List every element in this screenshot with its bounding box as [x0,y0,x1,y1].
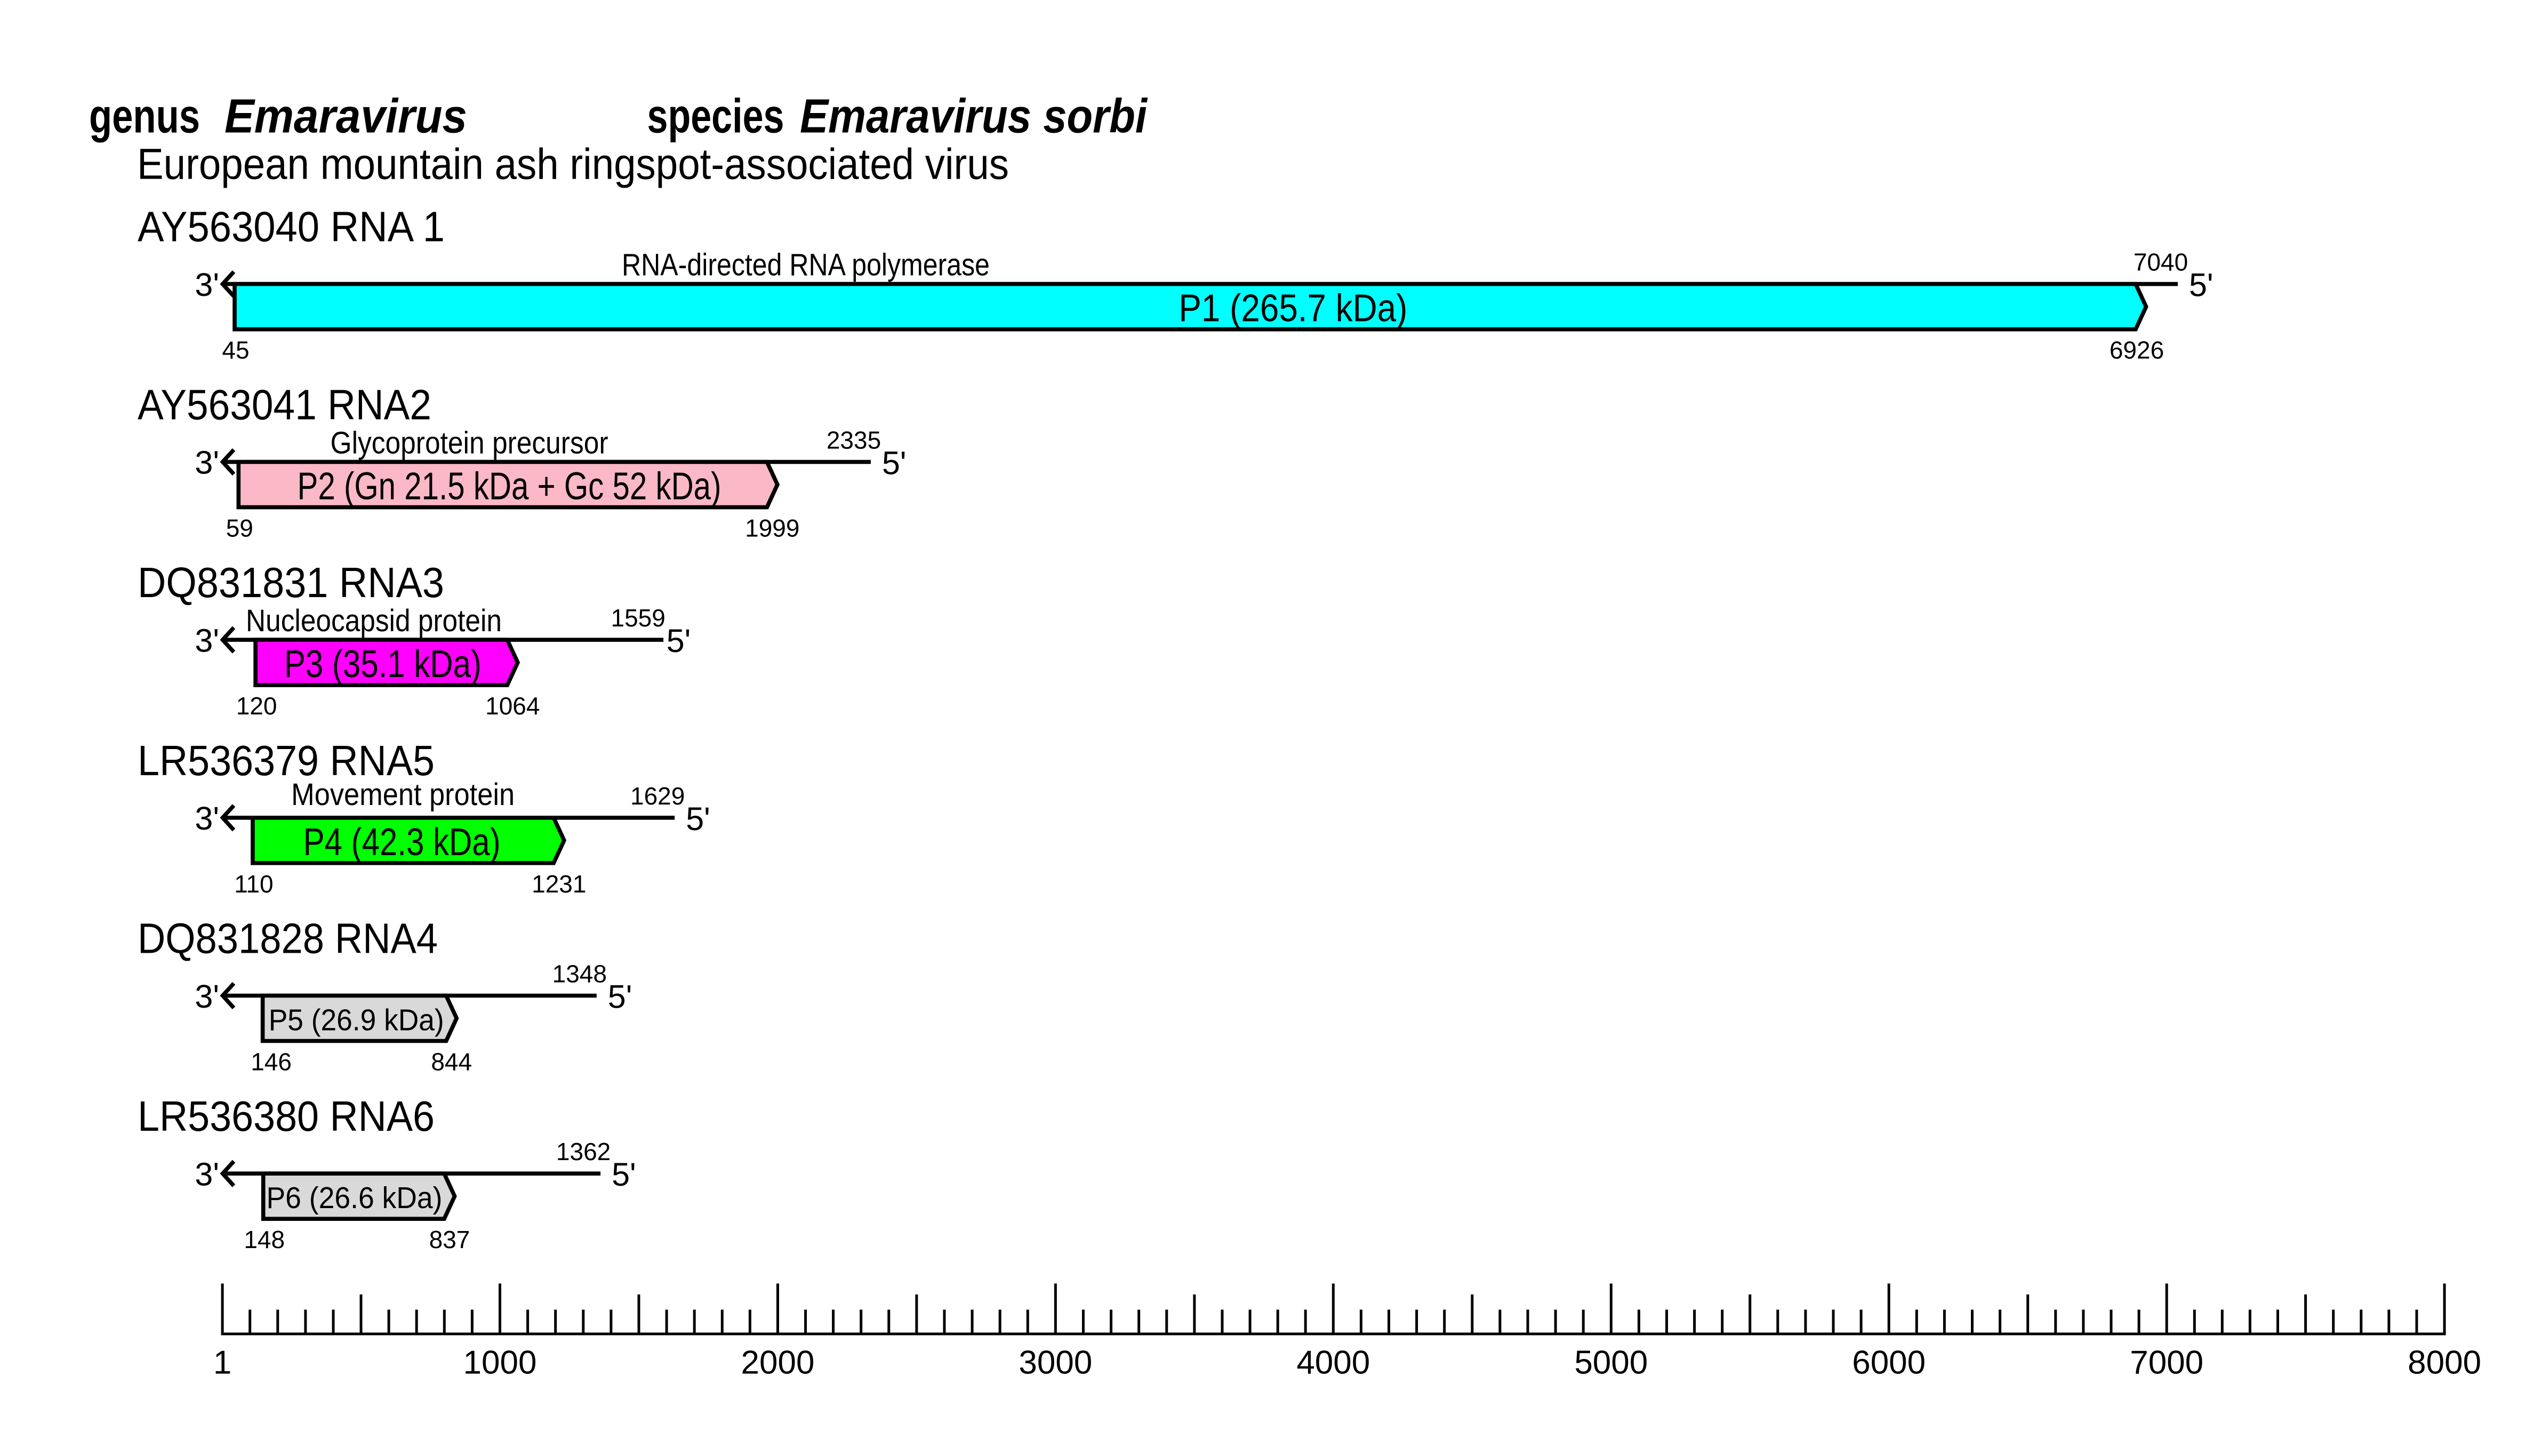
svg-text:5000: 5000 [1574,1344,1648,1381]
svg-text:AY563041 RNA2: AY563041 RNA2 [138,381,431,428]
svg-text:1999: 1999 [745,514,799,542]
svg-text:LR536379 RNA5: LR536379 RNA5 [138,737,435,784]
svg-text:1231: 1231 [532,870,586,898]
svg-text:genus: genus [89,90,200,143]
svg-text:European mountain ash ringspot: European mountain ash ringspot-associate… [137,140,1009,189]
svg-text:1: 1 [213,1344,231,1381]
svg-text:P5 (26.9 kDa): P5 (26.9 kDa) [269,1003,444,1037]
svg-text:7000: 7000 [2130,1344,2203,1381]
svg-text:148: 148 [244,1226,285,1253]
svg-text:3': 3' [195,1156,219,1193]
svg-text:DQ831828 RNA4: DQ831828 RNA4 [138,915,438,962]
svg-text:AY563040 RNA 1: AY563040 RNA 1 [138,203,445,251]
svg-text:species: species [647,90,784,143]
svg-text:5': 5' [2189,267,2214,303]
svg-text:3': 3' [195,978,219,1015]
svg-text:110: 110 [234,870,273,898]
svg-text:DQ831831 RNA3: DQ831831 RNA3 [138,559,444,606]
svg-text:6926: 6926 [2110,336,2164,364]
svg-text:3': 3' [195,445,219,481]
svg-text:P6 (26.6 kDa): P6 (26.6 kDa) [267,1181,443,1215]
svg-text:5': 5' [882,445,907,481]
svg-text:P2 (Gn 21.5 kDa + Gc 52 kDa): P2 (Gn 21.5 kDa + Gc 52 kDa) [298,465,721,508]
svg-text:2335: 2335 [827,426,881,454]
svg-text:844: 844 [431,1048,472,1076]
svg-text:8000: 8000 [2408,1344,2481,1381]
svg-text:2000: 2000 [741,1344,815,1381]
svg-text:146: 146 [251,1048,292,1076]
svg-text:Emaravirus: Emaravirus [224,90,467,143]
svg-text:120: 120 [236,692,277,720]
svg-text:45: 45 [222,336,249,364]
svg-text:Emaravirus sorbi: Emaravirus sorbi [800,90,1148,143]
svg-text:P1 (265.7 kDa): P1 (265.7 kDa) [1178,287,1407,330]
svg-text:RNA-directed RNA polymerase: RNA-directed RNA polymerase [622,248,990,283]
svg-text:1362: 1362 [556,1138,611,1165]
svg-text:P4 (42.3 kDa): P4 (42.3 kDa) [303,821,501,864]
svg-text:3': 3' [195,622,219,658]
svg-text:Movement protein: Movement protein [291,777,515,812]
svg-text:837: 837 [429,1226,470,1253]
svg-text:1559: 1559 [611,604,665,632]
svg-text:7040: 7040 [2134,248,2188,276]
svg-text:1064: 1064 [485,692,540,720]
svg-text:1000: 1000 [463,1344,537,1381]
svg-text:5': 5' [686,801,710,837]
svg-text:Nucleocapsid protein: Nucleocapsid protein [246,604,502,638]
svg-text:4000: 4000 [1296,1344,1370,1381]
svg-text:3': 3' [195,267,219,303]
svg-text:5': 5' [608,979,632,1015]
svg-text:1629: 1629 [630,782,685,810]
svg-text:59: 59 [226,514,253,542]
svg-text:5': 5' [612,1156,636,1193]
svg-text:P3 (35.1 kDa): P3 (35.1 kDa) [284,643,482,686]
svg-text:Glycoprotein precursor: Glycoprotein precursor [331,425,608,460]
svg-text:3000: 3000 [1019,1344,1092,1381]
svg-text:LR536380 RNA6: LR536380 RNA6 [138,1092,435,1140]
svg-text:5': 5' [667,623,691,659]
svg-text:1348: 1348 [552,960,607,988]
svg-text:6000: 6000 [1852,1344,1926,1381]
svg-text:3': 3' [195,800,219,836]
